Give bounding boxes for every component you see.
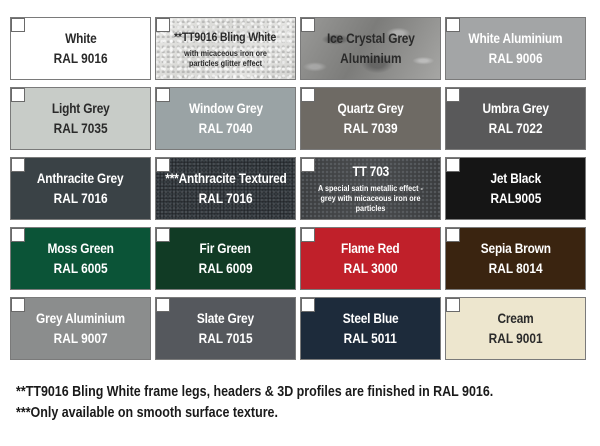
swatch-name: Quartz Grey	[337, 100, 404, 116]
swatch-code: RAL 7015	[198, 330, 253, 346]
select-checkbox[interactable]	[156, 158, 170, 172]
swatch-note: with micaceous iron ore particles glitte…	[184, 48, 267, 68]
footnote-textured: ***Only available on smooth surface text…	[16, 405, 278, 421]
select-checkbox[interactable]	[156, 228, 170, 242]
swatch-code: RAL 7016	[53, 190, 108, 206]
select-checkbox[interactable]	[11, 18, 25, 32]
swatch-jet-black[interactable]: Jet Black RAL9005	[445, 157, 586, 220]
select-checkbox[interactable]	[301, 228, 315, 242]
select-checkbox[interactable]	[446, 18, 460, 32]
swatch-code: RAL 9016	[53, 50, 108, 66]
swatch-code: RAL 6009	[198, 260, 253, 276]
select-checkbox[interactable]	[156, 18, 170, 32]
swatch-name: Jet Black	[490, 170, 541, 186]
select-checkbox[interactable]	[156, 298, 170, 312]
swatch-moss-green[interactable]: Moss Green RAL 6005	[10, 227, 151, 290]
swatch-name: Umbra Grey	[482, 100, 549, 116]
swatch-ice-crystal-grey[interactable]: Ice Crystal Grey Aluminium	[300, 17, 441, 80]
swatch-name: **TT9016 Bling White	[174, 30, 277, 44]
select-checkbox[interactable]	[11, 298, 25, 312]
swatch-slate-grey[interactable]: Slate Grey RAL 7015	[155, 297, 296, 360]
swatch-sepia-brown[interactable]: Sepia Brown RAL 8014	[445, 227, 586, 290]
swatch-code: Aluminium	[339, 50, 402, 66]
swatch-bling-white[interactable]: **TT9016 Bling White with micaceous iron…	[155, 17, 296, 80]
swatch-code: RAL9005	[490, 190, 541, 206]
swatch-steel-blue[interactable]: Steel Blue RAL 5011	[300, 297, 441, 360]
swatch-white[interactable]: White RAL 9016	[10, 17, 151, 80]
swatch-code: RAL 7016	[198, 190, 253, 206]
swatch-white-aluminium[interactable]: White Aluminium RAL 9006	[445, 17, 586, 80]
select-checkbox[interactable]	[156, 88, 170, 102]
swatch-name: Flame Red	[341, 240, 400, 256]
swatch-flame-red[interactable]: Flame Red RAL 3000	[300, 227, 441, 290]
swatch-quartz-grey[interactable]: Quartz Grey RAL 7039	[300, 87, 441, 150]
swatch-code: RAL 8014	[488, 260, 543, 276]
swatch-note: A special satin metallic effect - grey w…	[318, 183, 423, 213]
swatch-name: Anthracite Grey	[37, 170, 124, 186]
select-checkbox[interactable]	[446, 88, 460, 102]
swatch-name: White	[64, 30, 97, 46]
swatch-name: Grey Aluminium	[36, 310, 125, 326]
select-checkbox[interactable]	[11, 158, 25, 172]
swatch-code: RAL 3000	[343, 260, 398, 276]
swatch-name: White Aluminium	[468, 30, 563, 46]
swatch-code: RAL 5011	[343, 330, 398, 346]
swatch-cream[interactable]: Cream RAL 9001	[445, 297, 586, 360]
swatch-name: Cream	[497, 310, 534, 326]
select-checkbox[interactable]	[446, 158, 460, 172]
swatch-fir-green[interactable]: Fir Green RAL 6009	[155, 227, 296, 290]
swatch-code: RAL 7022	[488, 120, 543, 136]
colour-swatch-grid: White RAL 9016 **TT9016 Bling White with…	[10, 17, 590, 360]
swatch-name: Light Grey	[51, 100, 110, 116]
swatch-grey-aluminium[interactable]: Grey Aluminium RAL 9007	[10, 297, 151, 360]
swatch-code: RAL 6005	[53, 260, 108, 276]
select-checkbox[interactable]	[301, 18, 315, 32]
swatch-code: RAL 9001	[488, 330, 543, 346]
swatch-window-grey[interactable]: Window Grey RAL 7040	[155, 87, 296, 150]
swatch-name: Slate Grey	[196, 310, 255, 326]
swatch-anthracite-grey[interactable]: Anthracite Grey RAL 7016	[10, 157, 151, 220]
swatch-code: RAL 7040	[198, 120, 253, 136]
footnotes: **TT9016 Bling White frame legs, headers…	[16, 382, 591, 424]
select-checkbox[interactable]	[11, 88, 25, 102]
swatch-tt703[interactable]: TT 703 A special satin metallic effect -…	[300, 157, 441, 220]
swatch-anthracite-textured[interactable]: ***Anthracite Textured RAL 7016	[155, 157, 296, 220]
swatch-name: Moss Green	[47, 240, 114, 256]
swatch-name: Steel Blue	[342, 310, 399, 326]
swatch-name: Ice Crystal Grey	[326, 30, 415, 46]
swatch-name: Sepia Brown	[480, 240, 551, 256]
swatch-name: ***Anthracite Textured	[164, 170, 287, 186]
footnote-bling-white: **TT9016 Bling White frame legs, headers…	[16, 384, 494, 400]
select-checkbox[interactable]	[301, 88, 315, 102]
select-checkbox[interactable]	[11, 228, 25, 242]
swatch-light-grey[interactable]: Light Grey RAL 7035	[10, 87, 151, 150]
select-checkbox[interactable]	[446, 228, 460, 242]
swatch-umbra-grey[interactable]: Umbra Grey RAL 7022	[445, 87, 586, 150]
swatch-name: Fir Green	[199, 240, 252, 256]
swatch-code: RAL 7035	[53, 120, 108, 136]
swatch-name: TT 703	[352, 164, 389, 179]
swatch-code: RAL 9007	[53, 330, 108, 346]
swatch-code: RAL 7039	[343, 120, 398, 136]
swatch-name: Window Grey	[188, 100, 263, 116]
select-checkbox[interactable]	[446, 298, 460, 312]
select-checkbox[interactable]	[301, 158, 315, 172]
select-checkbox[interactable]	[301, 298, 315, 312]
swatch-code: RAL 9006	[488, 50, 543, 66]
